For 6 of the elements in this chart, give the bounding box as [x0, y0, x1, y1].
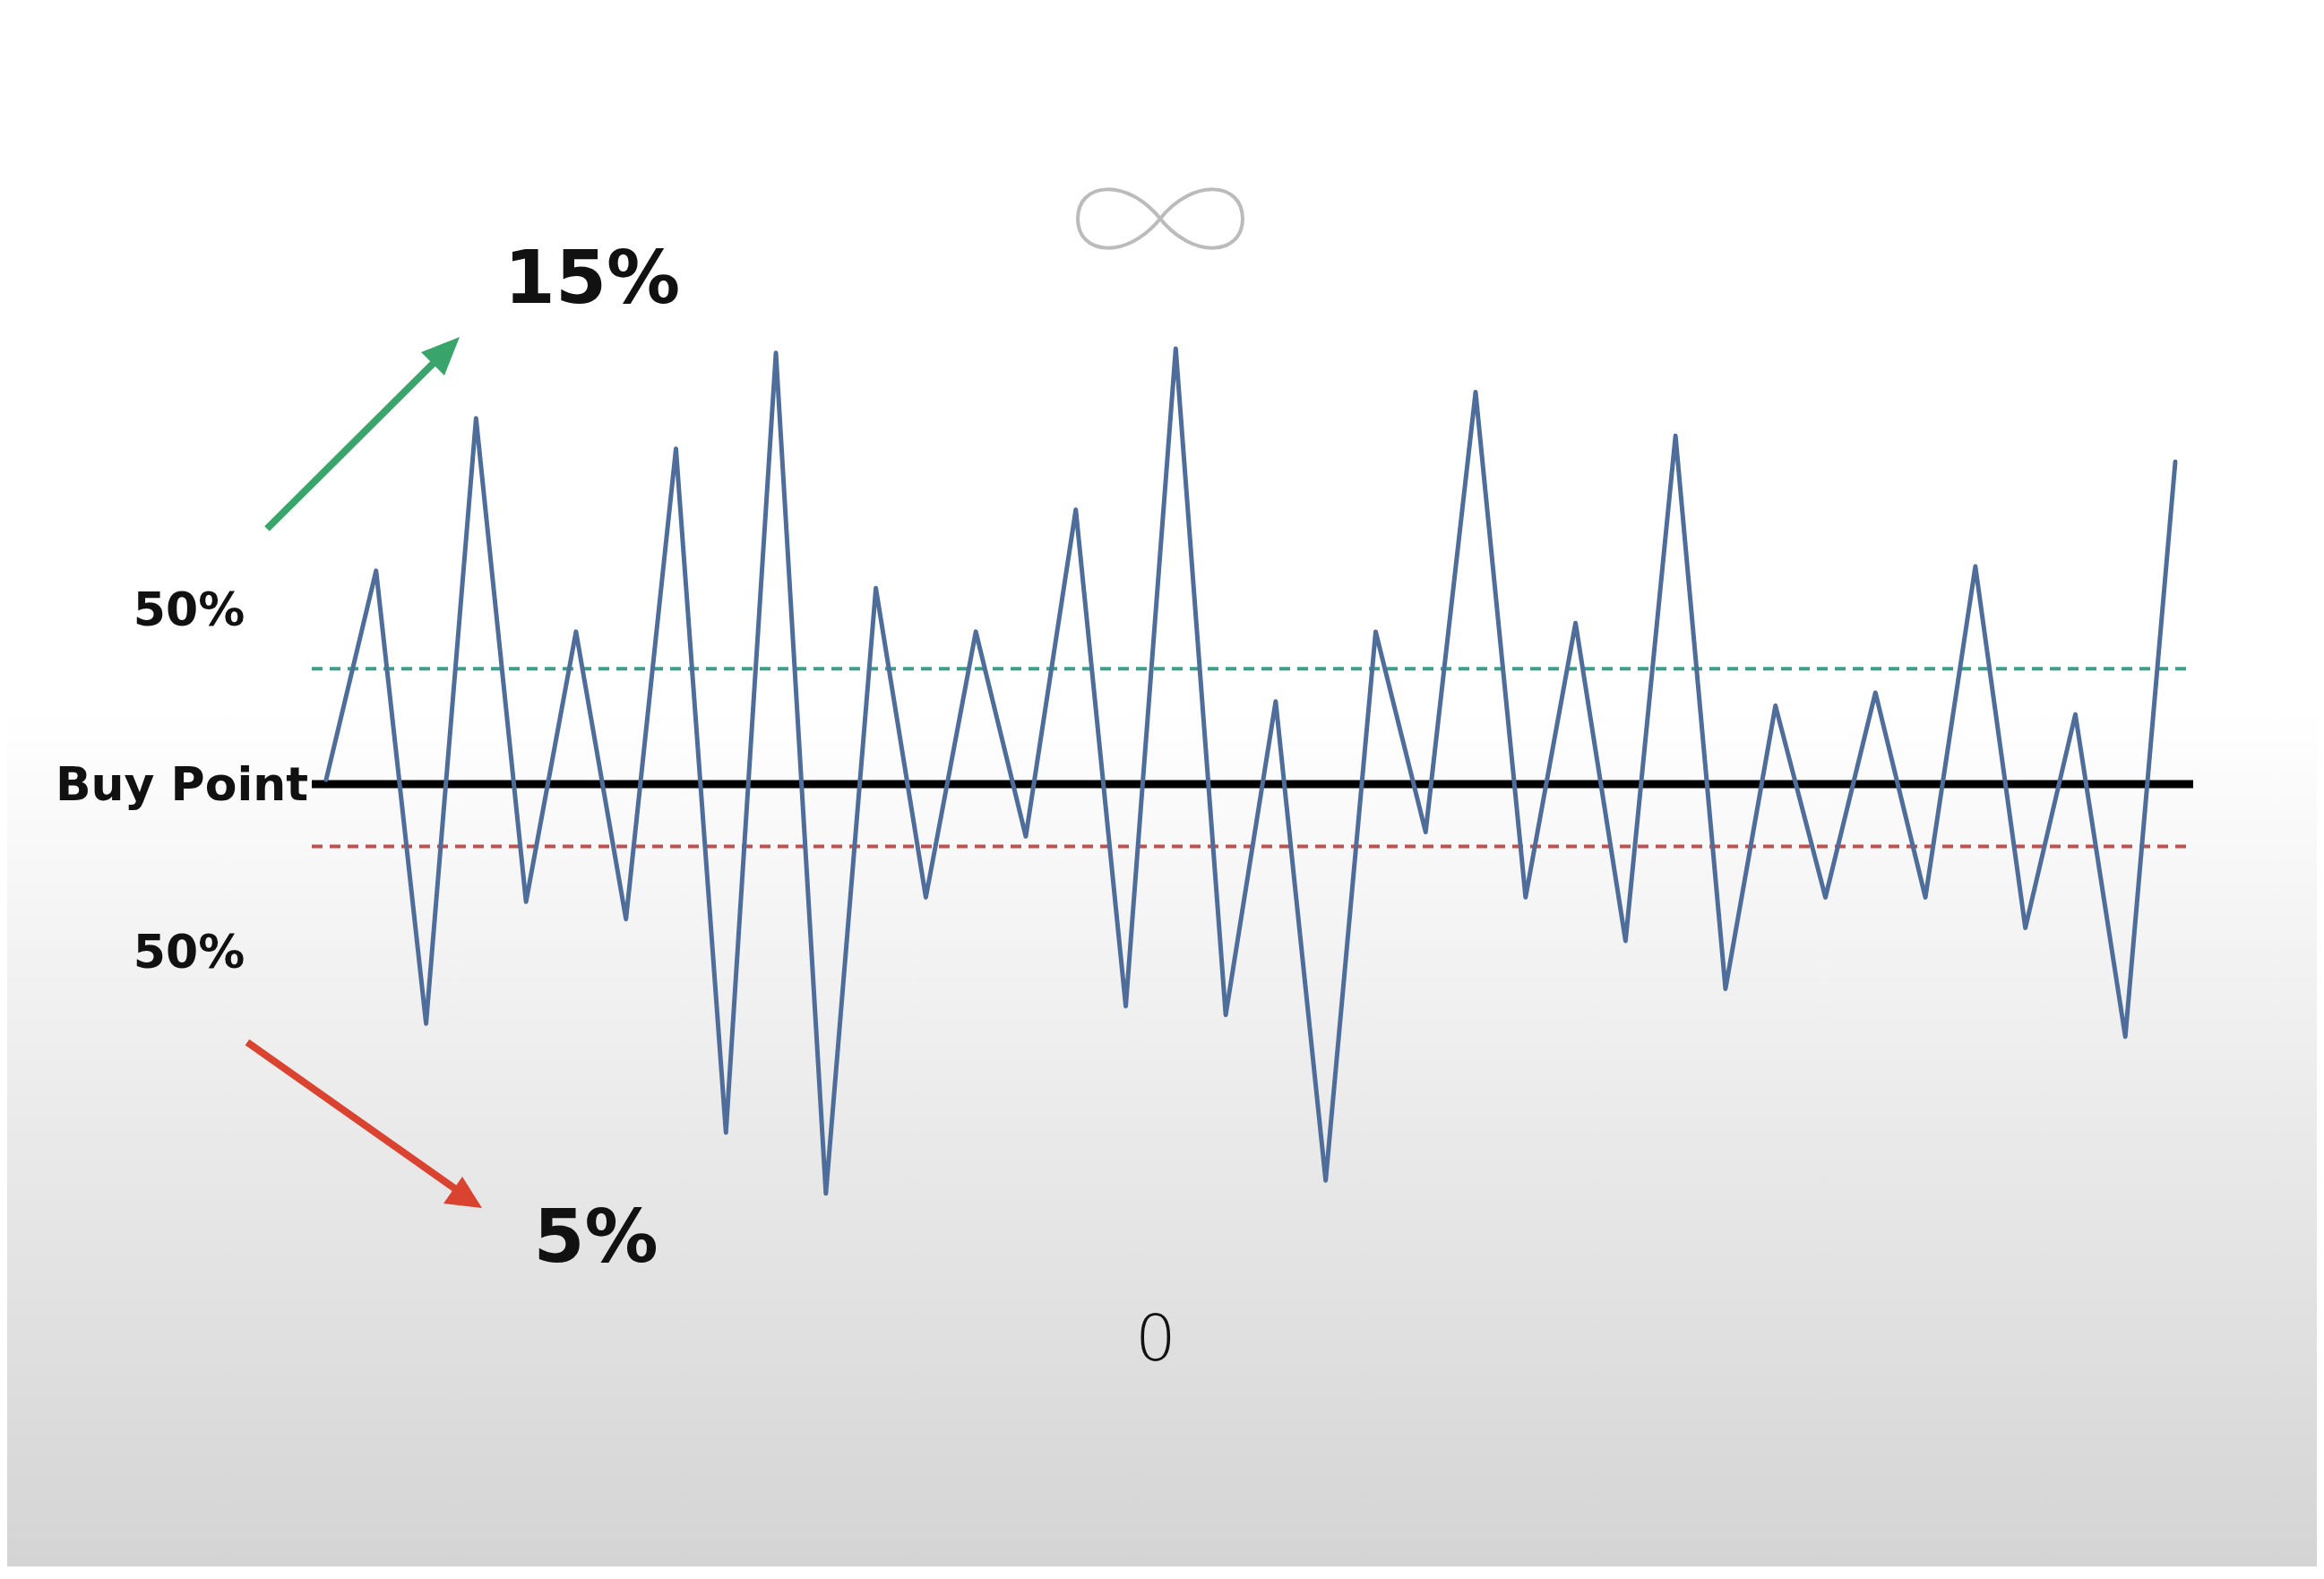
text: 15% — [504, 235, 681, 320]
text: Buy Point — [55, 757, 309, 811]
text: 0 — [1135, 1300, 1176, 1376]
text: 50% — [133, 925, 245, 979]
text: 5% — [533, 1194, 658, 1279]
text: 50% — [133, 582, 245, 636]
